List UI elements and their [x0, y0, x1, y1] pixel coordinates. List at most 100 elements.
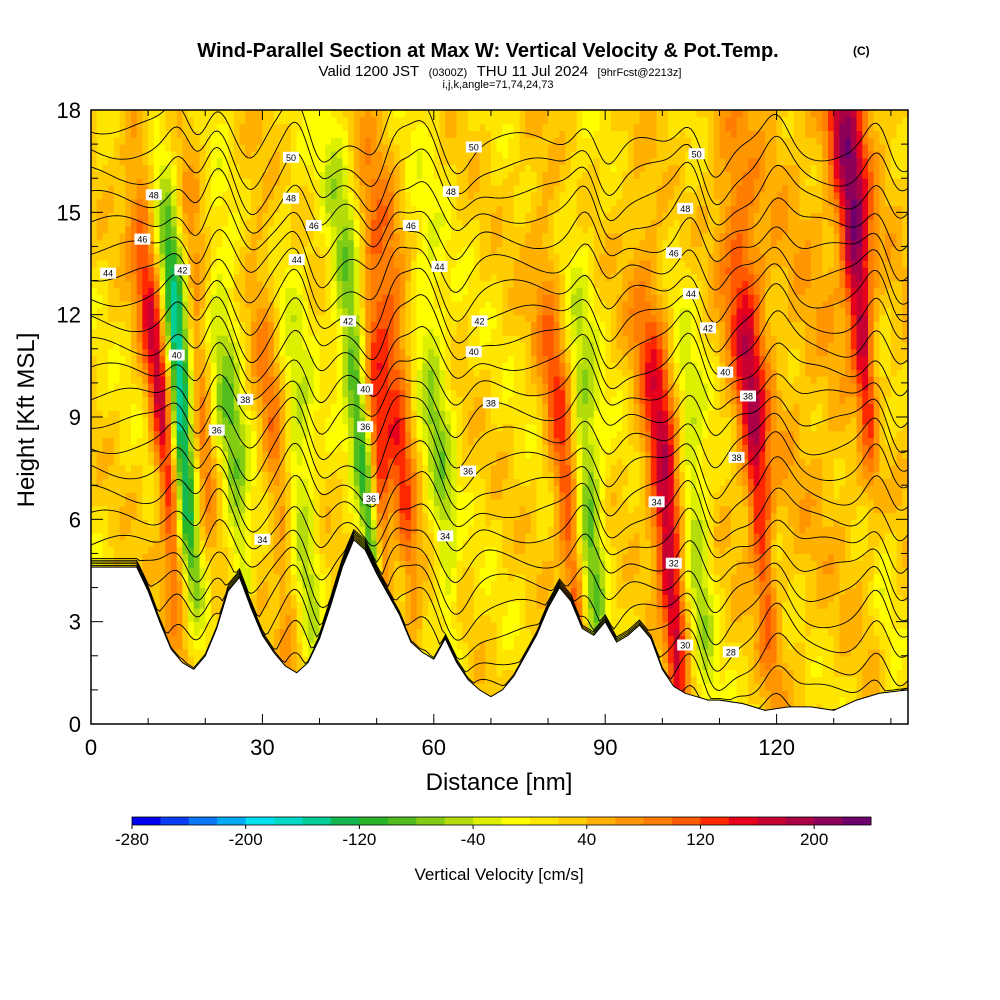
velocity-cell — [113, 376, 121, 384]
velocity-cell — [159, 423, 166, 432]
velocity-cell — [308, 376, 315, 384]
velocity-cell — [330, 348, 338, 357]
velocity-cell — [130, 423, 138, 432]
velocity-cell — [319, 546, 326, 555]
velocity-cell — [353, 362, 361, 370]
velocity-cell — [108, 437, 115, 445]
velocity-cell — [176, 417, 184, 425]
velocity-cell — [290, 451, 298, 459]
velocity-cell — [308, 444, 315, 452]
velocity-cell — [296, 232, 303, 241]
velocity-cell — [399, 335, 406, 343]
velocity-cell — [125, 471, 132, 479]
velocity-cell — [193, 417, 201, 425]
velocity-cell — [268, 150, 275, 159]
velocity-cell — [382, 539, 389, 548]
velocity-cell — [210, 253, 218, 261]
velocity-cell — [296, 314, 303, 323]
velocity-cell — [250, 423, 258, 432]
velocity-cell — [102, 341, 109, 350]
velocity-cell — [96, 266, 104, 275]
velocity-cell — [176, 110, 184, 118]
velocity-cell — [165, 594, 172, 602]
velocity-cell — [102, 369, 109, 377]
velocity-cell — [393, 150, 401, 159]
velocity-cell — [319, 417, 326, 425]
velocity-cell — [313, 191, 321, 200]
velocity-cell — [233, 219, 241, 227]
velocity-cell — [393, 526, 401, 534]
velocity-cell — [193, 628, 201, 636]
velocity-cell — [302, 471, 309, 479]
velocity-cell — [268, 314, 275, 323]
velocity-cell — [262, 144, 269, 152]
velocity-cell — [176, 423, 184, 432]
velocity-cell — [233, 532, 241, 541]
velocity-cell — [382, 191, 389, 200]
velocity-cell — [199, 123, 206, 132]
velocity-cell — [125, 403, 132, 411]
velocity-cell — [193, 362, 201, 370]
velocity-cell — [199, 382, 206, 391]
velocity-cell — [250, 492, 258, 500]
velocity-cell — [222, 348, 229, 357]
velocity-cell — [142, 246, 149, 254]
velocity-cell — [170, 232, 178, 241]
velocity-cell — [342, 137, 349, 145]
velocity-cell — [148, 341, 155, 350]
velocity-cell — [273, 246, 281, 254]
velocity-cell — [188, 635, 195, 643]
velocity-cell — [262, 594, 269, 602]
velocity-cell — [353, 382, 361, 391]
velocity-cell — [113, 464, 121, 473]
velocity-cell — [142, 464, 149, 473]
velocity-cell — [399, 164, 406, 172]
velocity-cell — [285, 464, 292, 473]
velocity-cell — [142, 294, 149, 302]
velocity-cell — [268, 260, 275, 268]
velocity-cell — [336, 417, 343, 425]
velocity-cell — [290, 628, 298, 636]
velocity-cell — [268, 191, 275, 200]
velocity-cell — [216, 410, 223, 418]
velocity-cell — [393, 601, 401, 609]
velocity-cell — [279, 417, 286, 425]
velocity-cell — [370, 348, 378, 357]
velocity-cell — [250, 553, 258, 561]
velocity-cell — [170, 505, 178, 514]
velocity-cell — [205, 389, 212, 398]
velocity-cell — [393, 355, 401, 364]
velocity-cell — [228, 512, 235, 520]
velocity-cell — [348, 437, 355, 445]
velocity-cell — [262, 294, 269, 302]
velocity-cell — [245, 191, 252, 200]
velocity-cell — [108, 526, 115, 534]
velocity-cell — [319, 614, 326, 623]
velocity-cell — [290, 301, 298, 309]
velocity-cell — [136, 403, 144, 411]
velocity-cell — [268, 198, 275, 207]
velocity-cell — [108, 403, 115, 411]
velocity-cell — [91, 294, 98, 302]
velocity-cell — [285, 144, 292, 152]
velocity-cell — [216, 389, 223, 398]
velocity-cell — [279, 355, 286, 364]
velocity-cell — [285, 328, 292, 336]
velocity-cell — [199, 608, 206, 616]
chart-subtitle-indices: i,j,k,angle=71,74,24,73 — [442, 79, 553, 91]
velocity-cell — [388, 362, 395, 370]
velocity-cell — [376, 185, 383, 193]
velocity-cell — [102, 519, 109, 527]
velocity-cell — [228, 471, 235, 479]
velocity-cell — [222, 157, 229, 166]
velocity-cell — [399, 205, 406, 213]
velocity-cell — [342, 355, 349, 364]
velocity-cell — [119, 478, 126, 486]
velocity-cell — [205, 280, 212, 288]
velocity-cell — [205, 225, 212, 234]
velocity-cell — [290, 362, 298, 370]
velocity-cell — [273, 137, 281, 145]
velocity-cell — [188, 294, 195, 302]
velocity-cell — [245, 573, 252, 582]
velocity-cell — [353, 287, 361, 295]
